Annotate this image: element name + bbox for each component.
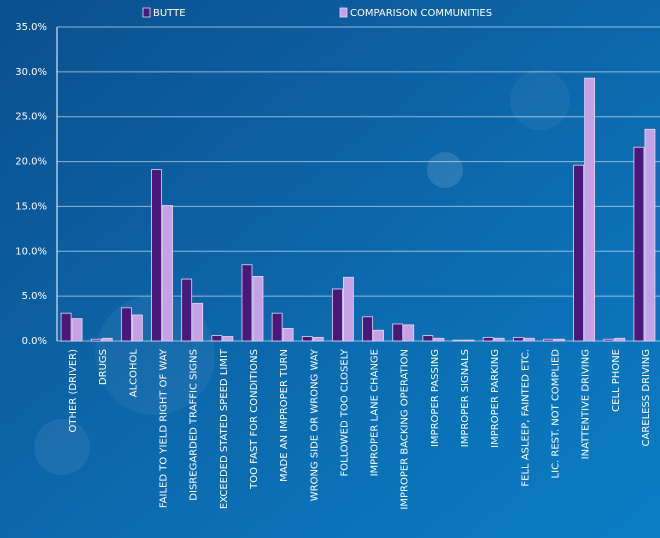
x-tick-label: IMPROPER PASSING [430, 349, 441, 447]
y-tick-label: 20.0% [15, 157, 47, 168]
x-tick-label: DRUGS [98, 349, 109, 385]
legend-label: BUTTE [153, 8, 186, 19]
bar [343, 276, 354, 342]
bar [554, 338, 565, 342]
bar [452, 339, 464, 342]
x-tick-label: IMPROPER LANE CHANGE [370, 349, 381, 476]
x-tick-label: WRONG SIDE OR WRONG WAY [309, 348, 320, 501]
y-tick-label: 35.0% [15, 22, 47, 33]
bar [463, 339, 475, 342]
bar [301, 336, 313, 342]
x-tick-label: CELL PHONE [611, 349, 622, 412]
bar [433, 337, 445, 342]
bar [131, 314, 143, 342]
bar [644, 128, 656, 342]
x-tick-label: IMPROPER BACKING OPERATION [400, 349, 411, 510]
bar [151, 169, 162, 342]
bar [101, 337, 113, 342]
bar [512, 337, 524, 342]
y-tick-label: 10.0% [15, 246, 47, 257]
bar [71, 318, 83, 342]
bokeh [427, 152, 463, 188]
x-tick-label: DISREGARDED TRAFFIC SIGNS [189, 349, 200, 501]
bar [573, 164, 585, 342]
y-tick-label: 0.0% [22, 336, 47, 347]
bar [332, 288, 343, 342]
x-tick-label: MADE AN IMPROPER TURN [279, 349, 290, 482]
x-tick-label: INATTENTIVE DRIVING [581, 349, 592, 459]
bar [633, 146, 645, 342]
bar [120, 307, 132, 342]
bar [282, 328, 294, 342]
x-tick-label: LIC. REST. NOT COMPLIED [550, 349, 561, 479]
x-tick-label: OTHER (DRIVER) [68, 349, 79, 433]
bar [362, 316, 373, 342]
bar [211, 335, 223, 342]
x-tick-label: FAILED TO YIELD RIGHT OF WAY [159, 348, 170, 508]
bar [241, 264, 253, 342]
bar [603, 338, 615, 342]
bar [162, 205, 173, 342]
x-tick-label: ALCOHOL [128, 349, 139, 398]
legend-swatch [339, 7, 348, 18]
y-tick-label: 5.0% [22, 291, 47, 302]
bar [584, 77, 596, 342]
bar [543, 338, 554, 342]
bokeh [34, 419, 90, 475]
y-tick-label: 15.0% [15, 201, 47, 212]
bar [392, 323, 404, 342]
bar [403, 324, 415, 342]
x-tick-label: FOLLOWED TOO CLOSELY [339, 348, 350, 476]
bar [312, 337, 324, 342]
bar [614, 337, 626, 342]
bar [271, 312, 283, 342]
bar [60, 312, 72, 342]
bar [482, 337, 494, 342]
x-tick-label: IMPROPER PARKING [490, 349, 501, 448]
bar [192, 302, 204, 342]
x-tick-label: EXCEEDED STATED SPEED LIMIT [219, 348, 230, 509]
y-tick-label: 25.0% [15, 112, 47, 123]
y-tick-label: 30.0% [15, 67, 47, 78]
bar [222, 336, 234, 342]
bar [373, 329, 384, 342]
x-tick-label: IMPROPER SIGNALS [460, 349, 471, 447]
bar [90, 338, 102, 342]
bar [181, 278, 193, 342]
bar [252, 276, 264, 342]
bar [422, 335, 434, 342]
x-tick-label: TOO FAST FOR CONDITIONS [249, 349, 260, 490]
x-tick-label: CARELESS DRIVING [641, 349, 652, 446]
legend-swatch [142, 7, 151, 18]
bar [523, 337, 535, 342]
legend-label: COMPARISON COMMUNITIES [350, 8, 492, 19]
bar [493, 337, 505, 342]
bokeh [510, 70, 570, 130]
x-tick-label: FELL ASLEEP, FAINTED ETC. [520, 349, 531, 487]
